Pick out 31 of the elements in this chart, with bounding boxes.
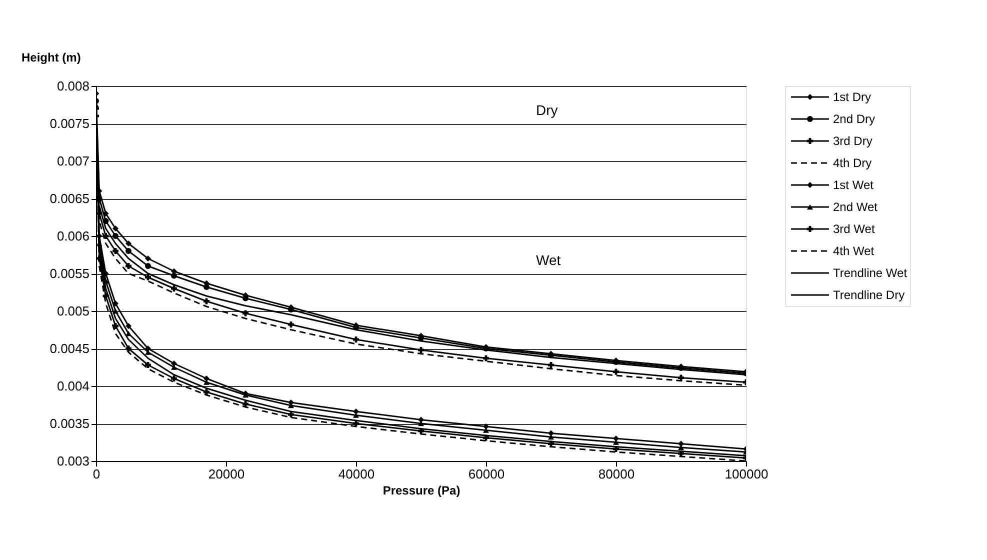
legend-label: 3rd Dry bbox=[833, 134, 872, 148]
x-tick-label: 60000 bbox=[468, 466, 505, 482]
legend-label: 4th Wet bbox=[833, 244, 875, 258]
x-tick-label: 80000 bbox=[598, 466, 635, 482]
y-tick-label: 0.004 bbox=[56, 378, 90, 394]
y-tick-label: 0.0055 bbox=[50, 266, 90, 281]
legend-label: 4th Dry bbox=[833, 156, 872, 170]
x-tick-label: 0 bbox=[92, 466, 100, 482]
y-axis-title: Height (m) bbox=[22, 50, 81, 64]
legend-label: 1st Dry bbox=[833, 90, 872, 104]
legend-label: Trendline Wet bbox=[833, 266, 908, 280]
x-tick-label: 40000 bbox=[338, 466, 375, 482]
annotation: Dry bbox=[536, 102, 558, 118]
x-tick-label: 20000 bbox=[208, 466, 245, 482]
legend-label: 1st Wet bbox=[833, 178, 874, 192]
legend-label: 2nd Dry bbox=[833, 112, 876, 126]
y-tick-label: 0.003 bbox=[56, 454, 90, 468]
legend-label: 3rd Wet bbox=[833, 222, 876, 236]
y-tick-label: 0.0075 bbox=[50, 116, 90, 131]
y-tick-label: 0.0045 bbox=[50, 341, 90, 356]
y-tick-label: 0.008 bbox=[56, 78, 90, 94]
y-tick-label: 0.006 bbox=[56, 228, 90, 244]
legend-label: Trendline Dry bbox=[833, 288, 905, 302]
y-tick-label: 0.007 bbox=[56, 154, 90, 168]
x-tick-label: 100000 bbox=[724, 466, 768, 482]
y-tick-label: 0.0035 bbox=[50, 416, 90, 431]
y-tick-label: 0.0065 bbox=[50, 191, 90, 206]
annotation: Wet bbox=[536, 252, 561, 268]
x-axis-title: Pressure (Pa) bbox=[382, 484, 460, 498]
legend-label: 2nd Wet bbox=[833, 200, 878, 214]
y-tick-label: 0.005 bbox=[56, 304, 90, 318]
